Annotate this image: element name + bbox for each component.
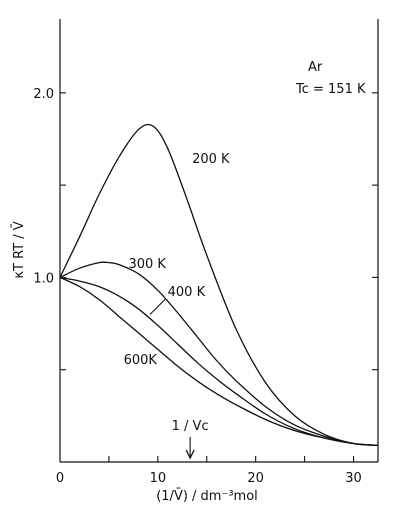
series-label-pointer-400k	[149, 298, 167, 315]
series-line-200k	[59, 123, 379, 447]
ticks: 0 10 20 30 1.0 2.0	[33, 87, 378, 486]
y-tick-label: 2.0	[33, 87, 54, 102]
x-tick-label: 0	[56, 471, 64, 486]
series-line-600k	[59, 276, 379, 447]
x-tick-label: 20	[247, 471, 264, 486]
critical-marker-arrow-head	[185, 449, 195, 460]
series-line-300k	[59, 261, 379, 447]
series-line-400k	[59, 276, 379, 447]
series-label-200k: 200 K	[192, 152, 230, 167]
x-axis-label: (1/V̄) / dm⁻³mol	[156, 489, 258, 504]
annotation-substance: Ar	[308, 60, 323, 75]
x-tick-label: 10	[150, 471, 167, 486]
y-tick-label: 1.0	[33, 271, 54, 286]
series-label-400k: 400 K	[168, 285, 206, 300]
y-axis-label: κT RT / V̄	[12, 221, 27, 278]
labels: Ar Tc = 151 K 1 / Vc (1/V̄) / dm⁻³mol κT…	[12, 60, 366, 504]
x-tick-label: 30	[345, 471, 362, 486]
annotation-critical-temp: Tc = 151 K	[295, 82, 366, 97]
series-label-600k: 600K	[124, 353, 158, 368]
critical-marker-label: 1 / Vc	[172, 419, 209, 434]
series-label-300k: 300 K	[128, 257, 166, 272]
